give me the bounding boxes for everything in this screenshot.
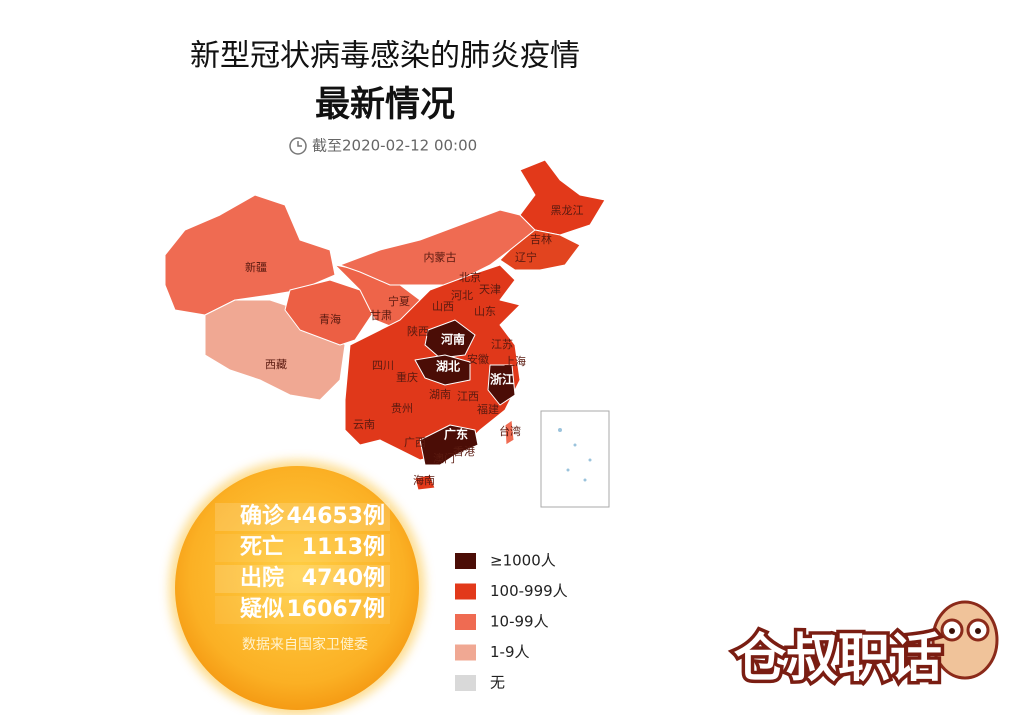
region xyxy=(499,229,581,271)
stats-label: 疑似 xyxy=(240,597,284,622)
province-label: 西藏 xyxy=(265,358,287,371)
legend-swatch xyxy=(455,553,476,569)
stats-circle xyxy=(175,466,419,710)
province-label: 江苏 xyxy=(491,338,513,351)
inset-map xyxy=(540,410,610,508)
legend-swatch xyxy=(455,583,476,600)
clock-icon xyxy=(289,137,307,155)
watermark-text: 仓叔职话 xyxy=(734,629,942,689)
province-label: 台湾 xyxy=(499,424,521,438)
stats-row-band xyxy=(215,565,390,593)
province-label: 山东 xyxy=(474,305,496,318)
legend-label: 10-99人 xyxy=(490,613,549,631)
timestamp: 截至2020-02-12 00:00 xyxy=(312,137,477,155)
province-label: 吉林 xyxy=(530,232,552,246)
province-label: 新疆 xyxy=(245,260,267,274)
province-label: 宁夏 xyxy=(388,294,410,308)
legend-swatch xyxy=(455,644,476,661)
legend-label: ≥1000人 xyxy=(490,552,556,570)
region xyxy=(424,319,476,359)
province-label: 北京 xyxy=(459,270,481,284)
region xyxy=(284,279,376,346)
province-label: 广东 xyxy=(444,427,468,442)
province-label: 陕西 xyxy=(407,324,429,338)
region xyxy=(519,159,606,236)
stats-value: 4740例 xyxy=(302,566,385,591)
province-label: 福建 xyxy=(477,402,499,416)
province-label: 澳门 xyxy=(433,451,455,465)
stats-label: 出院 xyxy=(240,565,284,591)
province-label: 重庆 xyxy=(396,370,418,384)
stats-label: 死亡 xyxy=(240,534,284,560)
region xyxy=(414,474,436,491)
province-label: 浙江 xyxy=(490,372,514,387)
province-label: 天津 xyxy=(479,283,501,296)
legend-swatch xyxy=(455,675,476,691)
province-label: 湖北 xyxy=(436,359,460,374)
legend-swatch xyxy=(455,614,476,630)
stats-value: 1113例 xyxy=(302,535,385,560)
province-label: 云南 xyxy=(353,418,375,431)
stats-value: 44653例 xyxy=(286,504,385,529)
province-label: 河北 xyxy=(451,289,473,302)
province-label: 内蒙古 xyxy=(424,250,457,264)
map xyxy=(164,159,606,491)
stats-row-band xyxy=(215,534,390,562)
province-label: 广西 xyxy=(404,436,426,449)
region xyxy=(419,424,479,466)
stats-row-band xyxy=(215,596,390,624)
stats-row-band xyxy=(215,503,390,531)
legend-label: 1-9人 xyxy=(490,643,530,661)
province-label: 山西 xyxy=(432,300,454,313)
region xyxy=(504,419,515,446)
subtitle: 最新情况 xyxy=(315,85,455,125)
region xyxy=(487,364,516,406)
province-label: 海南 xyxy=(413,473,435,487)
title: 新型冠状病毒感染的肺炎疫情 xyxy=(190,39,580,74)
province-label: 辽宁 xyxy=(515,250,537,264)
watermark: 仓叔职话 xyxy=(730,600,999,693)
province-label: 安徽 xyxy=(467,352,489,366)
legend-label: 无 xyxy=(490,674,505,692)
province-label: 江西 xyxy=(457,390,479,403)
province-label: 四川 xyxy=(372,359,394,372)
region xyxy=(414,354,471,386)
region xyxy=(164,194,336,316)
province-label: 湖南 xyxy=(429,388,451,401)
owl-icon xyxy=(931,600,999,680)
province-label: 青海 xyxy=(319,312,341,326)
province-label: 河南 xyxy=(440,332,465,347)
province-label: 贵州 xyxy=(391,402,413,415)
province-label: 甘肃 xyxy=(370,309,392,322)
province-label: 上海 xyxy=(504,354,526,368)
stats-value: 16067例 xyxy=(286,597,385,622)
province-label: 黑龙江 xyxy=(551,204,584,217)
stats-label: 确诊 xyxy=(240,503,285,529)
legend-label: 100-999人 xyxy=(490,582,568,600)
province-label: 香港 xyxy=(453,445,475,458)
source: 数据来自国家卫健委 xyxy=(242,636,368,653)
